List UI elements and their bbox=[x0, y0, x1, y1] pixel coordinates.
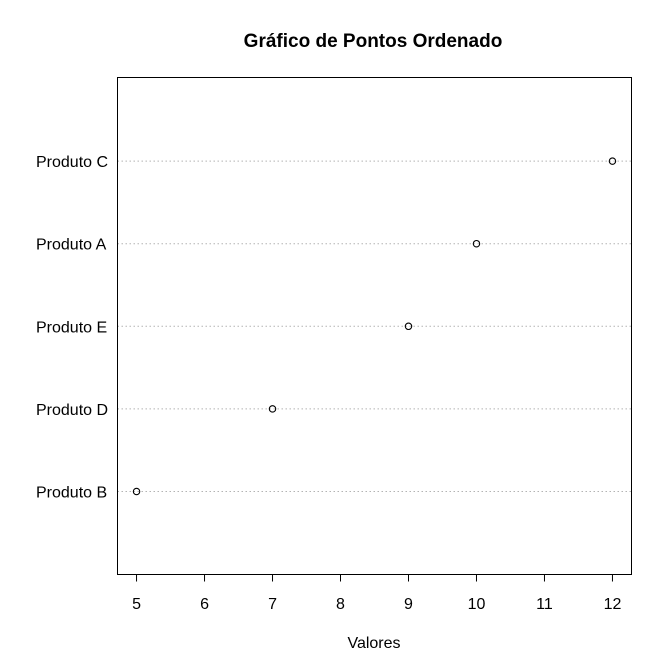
category-label: Produto E bbox=[36, 319, 107, 336]
x-tick-label: 6 bbox=[200, 596, 209, 613]
x-tick-label: 12 bbox=[604, 596, 622, 613]
x-tick-label: 11 bbox=[536, 596, 553, 613]
data-point bbox=[404, 322, 413, 331]
category-label: Produto A bbox=[36, 237, 107, 254]
x-tick-label: 5 bbox=[132, 596, 141, 613]
data-points bbox=[132, 157, 617, 496]
chart-title: Gráfico de Pontos Ordenado bbox=[244, 31, 503, 52]
data-point bbox=[608, 157, 617, 165]
guide-lines bbox=[117, 160, 632, 492]
x-axis-label: Valores bbox=[347, 635, 400, 652]
data-point bbox=[132, 487, 141, 496]
category-label: Produto C bbox=[36, 154, 108, 171]
x-tick-label: 9 bbox=[404, 596, 413, 613]
data-point bbox=[268, 405, 277, 413]
data-point bbox=[472, 239, 481, 248]
category-label: Produto B bbox=[36, 485, 107, 502]
x-tick-label: 8 bbox=[336, 596, 345, 613]
x-tick-label: 7 bbox=[268, 596, 277, 613]
category-labels: Produto B Produto D Produto E Produto A Prod… bbox=[36, 154, 108, 501]
category-label: Produto D bbox=[36, 402, 108, 419]
x-axis: 5 6 7 8 9 10 11 12 bbox=[132, 574, 622, 613]
x-tick-label: 10 bbox=[468, 596, 486, 613]
